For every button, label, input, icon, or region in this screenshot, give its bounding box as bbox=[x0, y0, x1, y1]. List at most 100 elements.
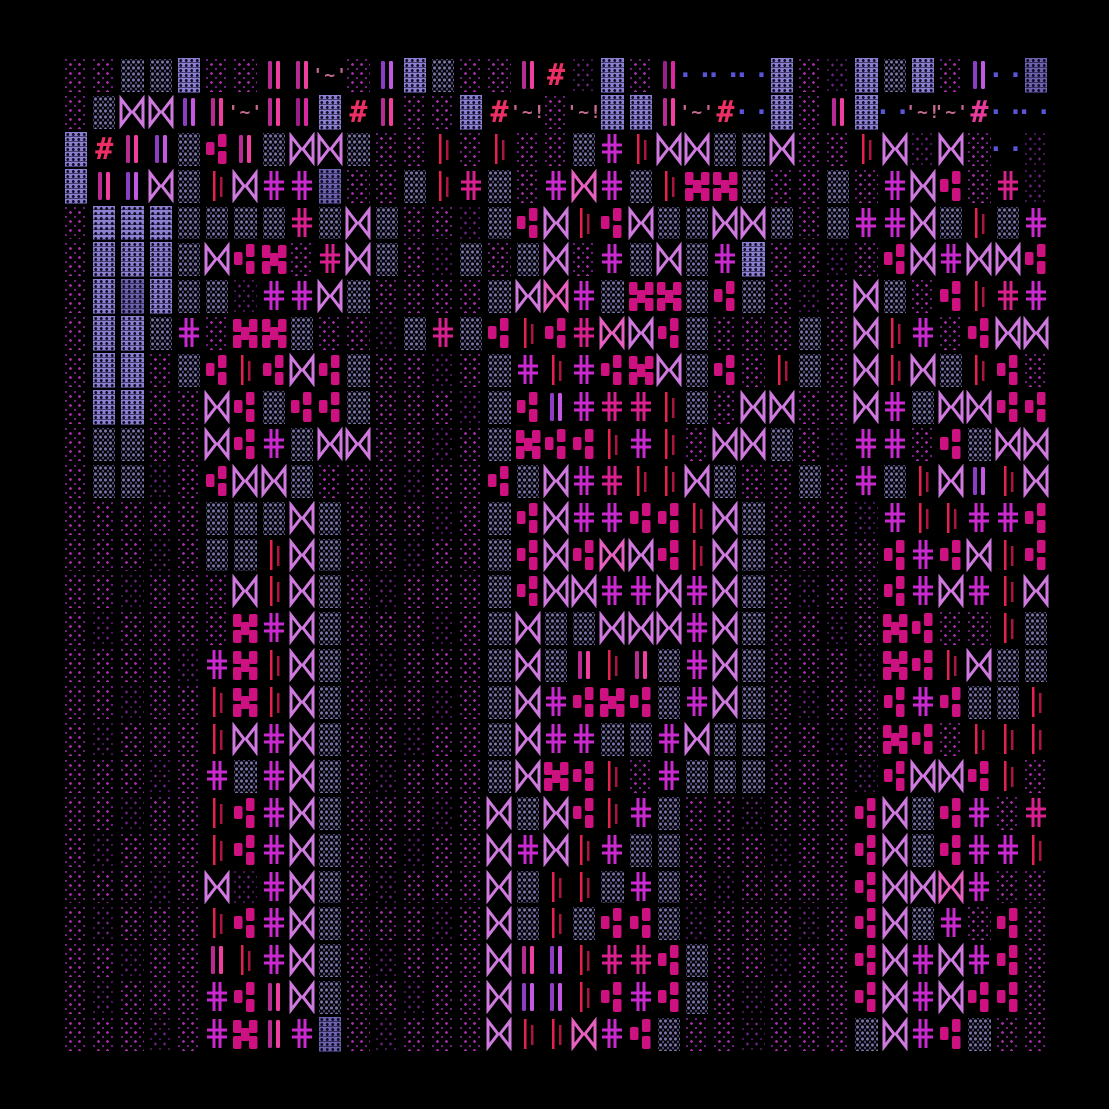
glyph-cell bbox=[881, 57, 909, 94]
glyph-cell bbox=[768, 315, 796, 352]
glyph-cell bbox=[796, 315, 824, 352]
glyph-cell bbox=[824, 573, 852, 610]
glyph-cell: '~! bbox=[566, 101, 602, 123]
glyph-cell bbox=[344, 573, 372, 610]
glyph-cell bbox=[147, 463, 175, 500]
glyph-cell bbox=[711, 758, 739, 795]
glyph-cell bbox=[118, 315, 146, 352]
glyph-cell bbox=[90, 500, 118, 537]
glyph-cell bbox=[965, 610, 993, 647]
glyph-cell bbox=[909, 832, 937, 869]
glyph-cell bbox=[485, 57, 513, 94]
glyph-cell bbox=[485, 131, 513, 168]
glyph-cell bbox=[316, 979, 344, 1016]
glyph-cell bbox=[288, 131, 316, 168]
glyph-cell bbox=[655, 168, 683, 205]
glyph-cell bbox=[118, 610, 146, 647]
glyph-cell: .. bbox=[987, 54, 1028, 85]
glyph-cell bbox=[118, 278, 146, 315]
glyph-cell bbox=[655, 241, 683, 278]
glyph-cell bbox=[852, 758, 880, 795]
glyph-cell bbox=[852, 426, 880, 463]
glyph-cell bbox=[711, 500, 739, 537]
glyph-cell bbox=[570, 241, 598, 278]
glyph-cell bbox=[62, 241, 90, 278]
glyph-cell bbox=[598, 94, 626, 131]
glyph-cell bbox=[683, 168, 711, 205]
glyph-cell bbox=[401, 500, 429, 537]
glyph-cell bbox=[118, 832, 146, 869]
glyph-cell bbox=[1022, 463, 1050, 500]
glyph-cell bbox=[852, 795, 880, 832]
glyph-cell bbox=[118, 684, 146, 721]
glyph-cell bbox=[118, 168, 146, 205]
glyph-cell bbox=[739, 315, 767, 352]
glyph-cell bbox=[231, 942, 259, 979]
glyph-cell bbox=[598, 389, 626, 426]
glyph-cell bbox=[401, 721, 429, 758]
glyph-cell bbox=[655, 131, 683, 168]
glyph-cell bbox=[90, 389, 118, 426]
glyph-cell bbox=[429, 869, 457, 906]
glyph-cell bbox=[175, 758, 203, 795]
glyph-cell bbox=[824, 94, 852, 131]
glyph-cell bbox=[457, 278, 485, 315]
glyph-cell bbox=[965, 758, 993, 795]
glyph-cell bbox=[147, 241, 175, 278]
glyph-cell bbox=[429, 278, 457, 315]
glyph-cell bbox=[881, 168, 909, 205]
glyph-cell bbox=[768, 979, 796, 1016]
glyph-cell bbox=[457, 57, 485, 94]
glyph-cell bbox=[485, 758, 513, 795]
glyph-cell bbox=[485, 463, 513, 500]
glyph-cell bbox=[598, 795, 626, 832]
glyph-cell bbox=[1022, 1016, 1050, 1053]
glyph-cell bbox=[344, 168, 372, 205]
glyph-cell bbox=[852, 832, 880, 869]
glyph-cell bbox=[203, 869, 231, 906]
glyph-cell bbox=[401, 869, 429, 906]
glyph-cell bbox=[965, 315, 993, 352]
glyph-cell bbox=[429, 389, 457, 426]
glyph-cell bbox=[598, 832, 626, 869]
glyph-cell bbox=[570, 57, 598, 94]
glyph-cell bbox=[344, 647, 372, 684]
glyph-cell bbox=[994, 684, 1022, 721]
glyph-cell bbox=[768, 537, 796, 574]
glyph-cell bbox=[344, 537, 372, 574]
glyph-cell bbox=[994, 795, 1022, 832]
glyph-cell bbox=[231, 205, 259, 242]
glyph-cell bbox=[203, 832, 231, 869]
glyph-cell bbox=[175, 647, 203, 684]
glyph-cell bbox=[457, 205, 485, 242]
glyph-cell bbox=[965, 278, 993, 315]
glyph-cell bbox=[739, 758, 767, 795]
glyph-cell bbox=[203, 942, 231, 979]
glyph-cell bbox=[316, 573, 344, 610]
glyph-cell bbox=[852, 57, 880, 94]
glyph-cell bbox=[598, 721, 626, 758]
glyph-cell bbox=[852, 278, 880, 315]
glyph-cell bbox=[62, 168, 90, 205]
glyph-cell bbox=[147, 131, 175, 168]
glyph-cell bbox=[570, 500, 598, 537]
glyph-cell bbox=[344, 942, 372, 979]
glyph-cell bbox=[994, 352, 1022, 389]
glyph-cell bbox=[514, 832, 542, 869]
glyph-cell bbox=[711, 389, 739, 426]
glyph-cell bbox=[965, 832, 993, 869]
glyph-cell bbox=[739, 241, 767, 278]
glyph-cell bbox=[796, 57, 824, 94]
glyph-cell bbox=[965, 869, 993, 906]
glyph-cell bbox=[231, 979, 259, 1016]
glyph-cell bbox=[909, 205, 937, 242]
glyph-cell bbox=[881, 942, 909, 979]
glyph-cell bbox=[316, 758, 344, 795]
glyph-cell bbox=[909, 352, 937, 389]
glyph-cell bbox=[90, 57, 118, 94]
glyph-cell bbox=[542, 721, 570, 758]
glyph-cell bbox=[1022, 537, 1050, 574]
glyph-cell bbox=[627, 979, 655, 1016]
glyph-cell bbox=[542, 869, 570, 906]
glyph-cell bbox=[824, 131, 852, 168]
